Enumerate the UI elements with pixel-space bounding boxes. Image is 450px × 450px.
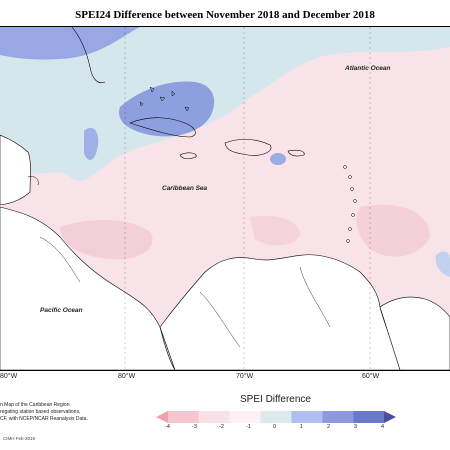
legend-cell — [291, 411, 323, 423]
legend-tick-label: -3 — [192, 424, 197, 430]
legend-cell — [260, 411, 292, 423]
atlantic-ocean-label: Atlantic Ocean — [345, 65, 391, 72]
credit-text: CIMH Feb-2019 — [3, 436, 36, 441]
map-title: SPEI24 Difference between November 2018 … — [75, 9, 375, 21]
footer-line-1: n Map of the Caribbean Region — [0, 402, 70, 408]
legend-tick-label: 3 — [354, 424, 358, 430]
longitude-label-60w: 60°W — [362, 373, 380, 380]
legend-tick-label: -2 — [219, 424, 224, 430]
footer-line-2: regating station based observations, — [0, 409, 81, 415]
legend-tick-label: -4 — [165, 424, 170, 430]
longitude-label-70w: 70°W — [236, 373, 254, 380]
pacific-ocean-label: Pacific Ocean — [40, 307, 83, 314]
legend-arrow-left — [156, 411, 168, 423]
longitude-label-80w: 80°W — [118, 373, 136, 380]
legend-tick-label: 2 — [327, 424, 331, 430]
map-panel: Atlantic Ocean Caribbean Sea Pacific Oce… — [0, 26, 450, 371]
legend-tick-label: 0 — [273, 424, 277, 430]
legend-tick-label: -1 — [246, 424, 251, 430]
legend-cell — [322, 411, 354, 423]
legend-tick-label: 1 — [300, 424, 304, 430]
legend-tick-label: 4 — [381, 424, 385, 430]
legend-cell — [353, 411, 384, 423]
legend-cell — [198, 411, 230, 423]
legend-title: SPEI Difference — [240, 394, 311, 405]
footer-line-3: CF, with NCEP/NCAR Reanalysis Data. — [0, 416, 88, 422]
spei-map — [0, 27, 450, 370]
legend-colorbar — [156, 411, 396, 423]
legend-cell — [168, 411, 199, 423]
legend-arrow-right — [384, 411, 396, 423]
longitude-label-left: 80°W — [0, 373, 18, 380]
legend-cell — [229, 411, 261, 423]
caribbean-sea-label: Caribbean Sea — [162, 185, 208, 192]
